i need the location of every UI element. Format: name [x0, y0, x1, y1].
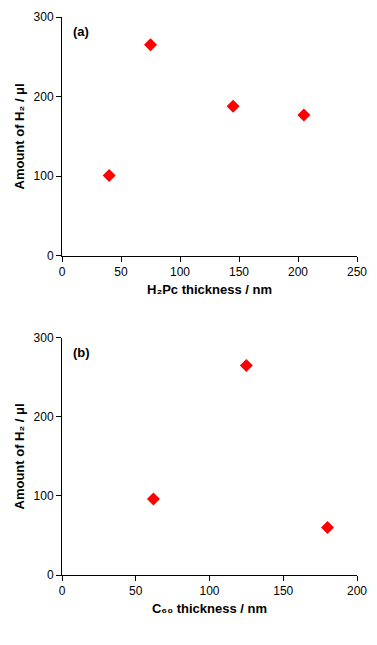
- svg-text:200: 200: [34, 90, 54, 104]
- svg-text:150: 150: [229, 265, 249, 279]
- svg-text:100: 100: [199, 584, 219, 598]
- svg-text:C₆₀ thickness / nm: C₆₀ thickness / nm: [152, 601, 267, 616]
- svg-text:250: 250: [347, 265, 367, 279]
- svg-text:50: 50: [129, 584, 143, 598]
- svg-text:200: 200: [288, 265, 308, 279]
- svg-text:0: 0: [47, 568, 54, 582]
- svg-text:(b): (b): [73, 345, 90, 360]
- svg-text:300: 300: [34, 10, 54, 24]
- svg-text:(a): (a): [73, 24, 89, 39]
- svg-text:50: 50: [114, 265, 128, 279]
- svg-text:0: 0: [59, 584, 66, 598]
- svg-text:0: 0: [47, 249, 54, 263]
- svg-text:100: 100: [170, 265, 190, 279]
- svg-text:H₂Pc thickness / nm: H₂Pc thickness / nm: [147, 282, 272, 297]
- svg-text:200: 200: [347, 584, 367, 598]
- svg-text:0: 0: [59, 265, 66, 279]
- svg-text:Amount of H₂ / μl: Amount of H₂ / μl: [12, 83, 27, 189]
- svg-text:150: 150: [273, 584, 293, 598]
- svg-text:200: 200: [34, 410, 54, 424]
- svg-text:Amount of H₂ / μl: Amount of H₂ / μl: [12, 403, 27, 509]
- svg-text:100: 100: [34, 169, 54, 183]
- svg-text:300: 300: [34, 331, 54, 345]
- svg-text:100: 100: [34, 489, 54, 503]
